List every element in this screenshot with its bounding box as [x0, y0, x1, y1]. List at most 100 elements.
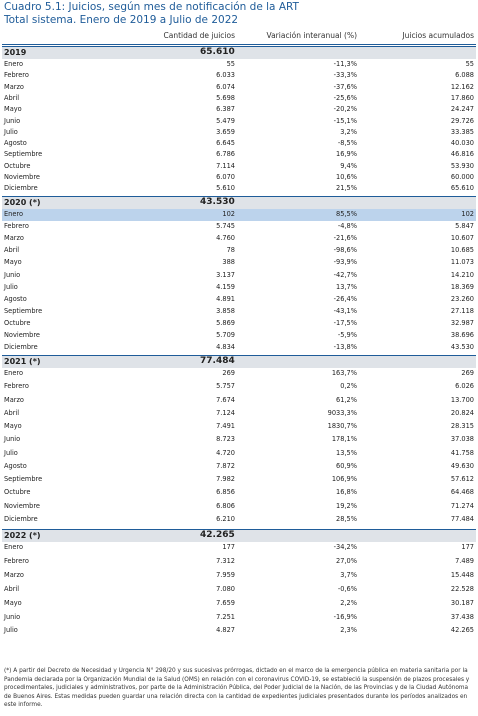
group-total: 65.610 — [200, 47, 235, 57]
month: Enero — [4, 543, 24, 551]
cell: 29.726 — [450, 116, 474, 125]
cell: 7.114 — [216, 161, 235, 170]
cell: 55 — [465, 60, 474, 68]
month: Diciembre — [4, 514, 38, 523]
cell: 6.026 — [455, 382, 474, 391]
month: Enero — [4, 60, 24, 68]
cell: 7.872 — [216, 461, 235, 470]
cell: -42,7% — [333, 270, 357, 279]
cell: 21,5% — [336, 184, 357, 193]
group-year: 2022 (*) — [4, 531, 41, 540]
group-rule — [2, 355, 476, 356]
cell: 40.030 — [450, 139, 474, 148]
cell: 28,5% — [336, 514, 357, 523]
group-year: 2020 (*) — [4, 198, 41, 207]
cell: 177 — [222, 543, 235, 551]
cell: 106,9% — [331, 475, 357, 483]
cell: 388 — [222, 258, 235, 267]
cell: 64.468 — [450, 488, 474, 497]
cell: 7.674 — [216, 395, 235, 404]
cell: 5.709 — [216, 331, 235, 339]
cell: 2,3% — [340, 626, 357, 635]
month: Mayo — [4, 258, 22, 267]
cell: 60,9% — [336, 461, 357, 470]
cell: 3.659 — [216, 127, 235, 136]
month: Diciembre — [4, 184, 38, 193]
column-header: Cantidad de juicios — [163, 31, 236, 40]
month: Septiembre — [4, 475, 43, 483]
month: Agosto — [4, 461, 27, 470]
cell: 6.088 — [455, 71, 474, 80]
cell: 24.247 — [450, 105, 474, 114]
month: Junio — [4, 612, 21, 621]
cell: 4.720 — [216, 448, 235, 457]
cell: 5.610 — [216, 184, 235, 193]
month: Junio — [4, 116, 21, 125]
cell: 8.723 — [216, 435, 235, 444]
month: Octubre — [4, 161, 31, 170]
cell: -98,6% — [333, 246, 357, 255]
cell: -0,6% — [337, 584, 357, 593]
group-total: 77.484 — [200, 356, 235, 366]
cell: 42.265 — [450, 626, 474, 635]
month: Junio — [4, 435, 21, 444]
cell: 178,1% — [331, 435, 357, 444]
cell: 9033,3% — [327, 408, 357, 417]
cell: 7.491 — [216, 422, 235, 430]
cell: 27,0% — [336, 556, 357, 565]
cell: 30.187 — [450, 598, 474, 607]
cell: 177 — [461, 543, 474, 551]
month: Noviembre — [4, 501, 40, 510]
cell: -11,3% — [333, 60, 357, 68]
footnote: (*) A partir del Decreto de Necesidad y … — [4, 668, 470, 709]
cell: -20,2% — [333, 105, 357, 114]
cell: 49.630 — [450, 461, 474, 470]
cell: 7.982 — [216, 475, 235, 483]
cell: -25,6% — [333, 93, 357, 102]
cell: 4.891 — [216, 294, 235, 303]
cell: 0,2% — [340, 382, 357, 391]
month: Marzo — [4, 570, 24, 579]
group-header — [2, 47, 476, 59]
highlight-row — [2, 209, 476, 222]
subtitle: Total sistema. Enero de 2019 a Julio de … — [4, 14, 239, 26]
cell: 65.610 — [450, 184, 474, 193]
cell: 28.315 — [450, 422, 474, 430]
cell: 46.816 — [450, 150, 474, 159]
month: Enero — [4, 210, 24, 218]
cell: -16,9% — [333, 612, 357, 621]
cell: 37.038 — [450, 435, 474, 444]
cell: 17.860 — [450, 93, 474, 102]
cell: 7.489 — [455, 556, 474, 565]
title: Cuadro 5.1: Juicios, según mes de notifi… — [4, 1, 299, 13]
cell: 7.659 — [216, 598, 235, 607]
month: Mayo — [4, 598, 22, 607]
cell: 6.387 — [216, 105, 235, 114]
cell: 5.869 — [216, 318, 235, 327]
cell: -8,5% — [337, 139, 357, 148]
cell: -21,6% — [333, 234, 357, 243]
cell: 55 — [226, 60, 235, 68]
cell: 19,2% — [336, 501, 357, 510]
group-rule — [2, 46, 476, 47]
group-total: 42.265 — [200, 530, 235, 540]
month: Septiembre — [4, 150, 43, 159]
month: Julio — [4, 448, 18, 457]
month: Febrero — [4, 71, 29, 80]
cell: 16,9% — [336, 150, 357, 159]
cell: 15.448 — [450, 570, 474, 579]
month: Noviembre — [4, 173, 40, 181]
cell: 10,6% — [336, 173, 357, 181]
header-rule — [2, 44, 476, 45]
month: Octubre — [4, 318, 31, 327]
cell: 43.530 — [450, 343, 474, 352]
cell: 41.758 — [450, 448, 474, 457]
cell: 14.210 — [450, 270, 474, 279]
cell: 102 — [461, 210, 474, 218]
group-header — [2, 197, 476, 209]
cell: 23.260 — [450, 294, 474, 303]
cell: 60.000 — [450, 173, 474, 181]
cell: 11.073 — [450, 258, 474, 267]
cell: 6.856 — [216, 488, 235, 497]
